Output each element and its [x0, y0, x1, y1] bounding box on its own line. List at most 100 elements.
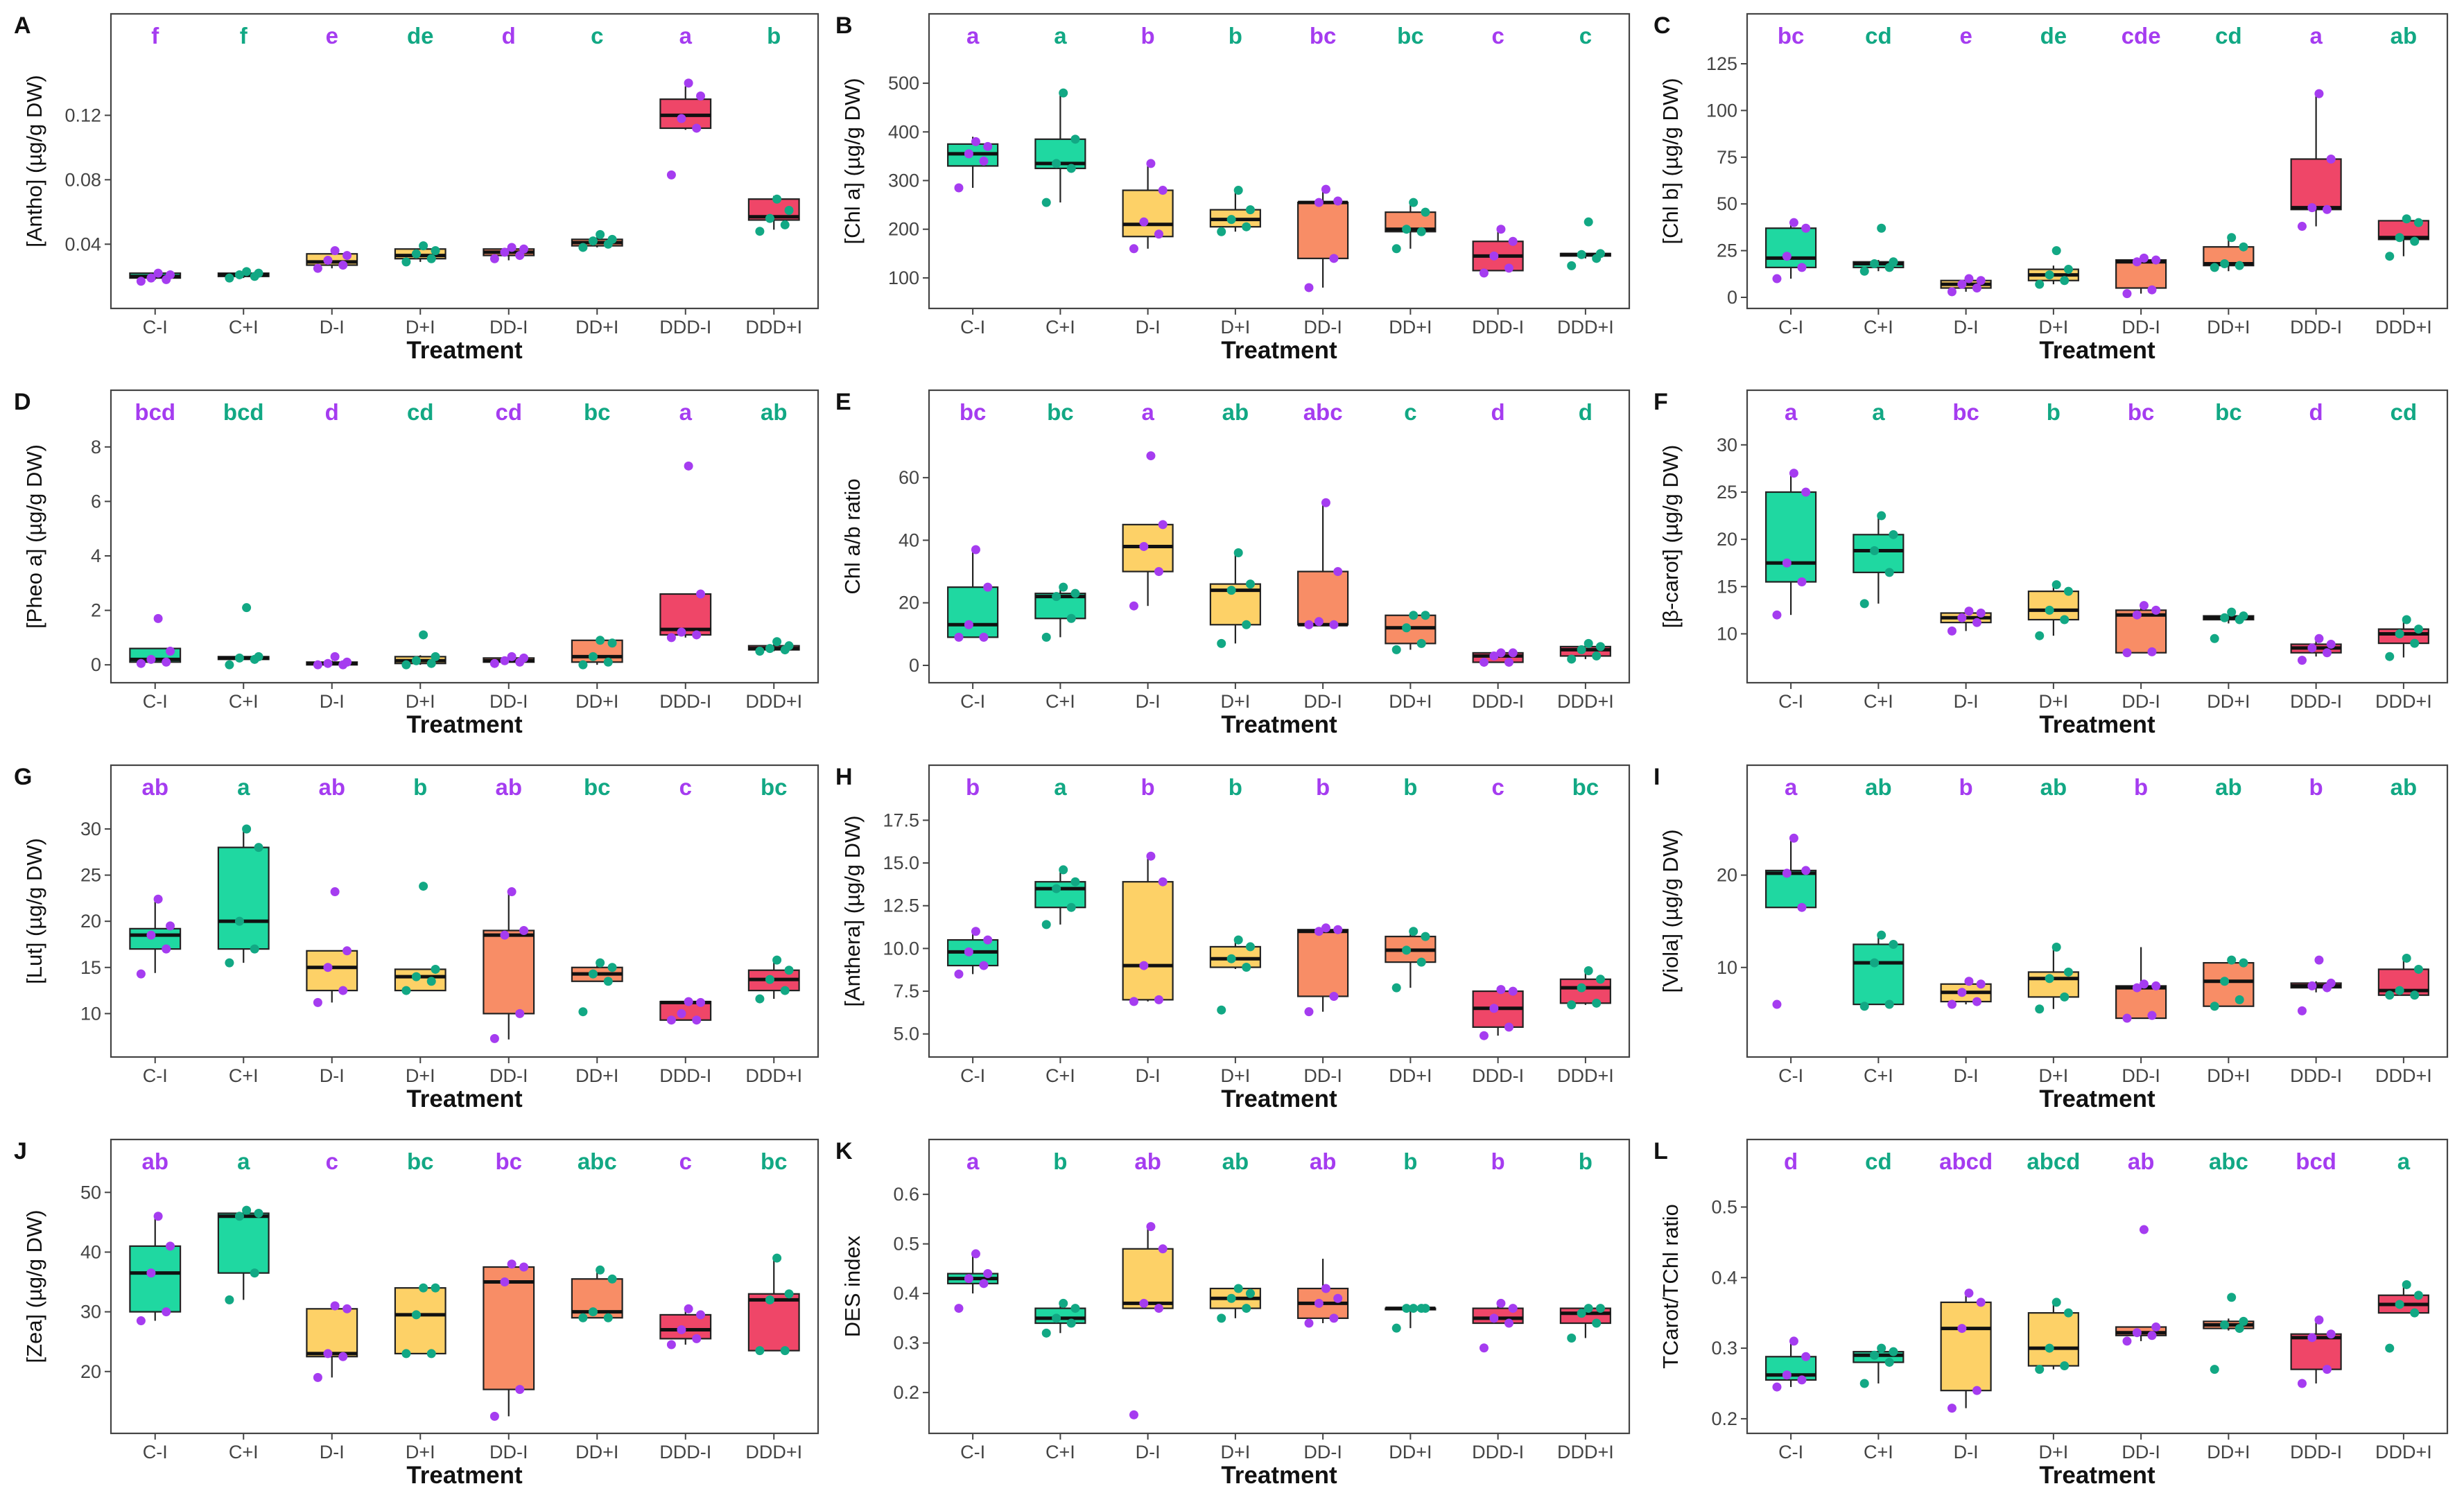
data-point [1567, 1000, 1577, 1010]
data-point [2227, 1293, 2237, 1302]
data-point [1139, 217, 1149, 227]
y-tick-label: 0.4 [1711, 1267, 1737, 1288]
data-point [2297, 222, 2307, 232]
data-point [250, 944, 259, 954]
x-tick-label: C+I [1864, 1065, 1893, 1086]
data-point [755, 647, 765, 656]
data-point [1421, 1304, 1430, 1313]
y-tick-label: 25 [1717, 482, 1737, 503]
data-point [146, 654, 156, 664]
data-point [2035, 1004, 2045, 1014]
data-point [1217, 1313, 1226, 1323]
data-point [330, 887, 340, 897]
significance-letter: bc [761, 1148, 788, 1174]
data-point [166, 270, 175, 279]
y-tick-label: 0.3 [893, 1333, 919, 1354]
significance-letter: abc [2209, 1148, 2248, 1174]
significance-letter: cd [407, 399, 434, 425]
data-point [964, 149, 973, 159]
data-point [1217, 1005, 1226, 1015]
data-point [1242, 620, 1251, 629]
data-point [2326, 154, 2336, 164]
x-tick-label: DD+I [1389, 1442, 1432, 1462]
data-point [1146, 451, 1156, 461]
significance-letter: c [1579, 23, 1592, 49]
data-point [330, 652, 340, 661]
data-point [2395, 233, 2404, 243]
data-point [1041, 920, 1051, 929]
data-point [588, 969, 598, 979]
data-point [684, 1304, 693, 1313]
data-point [489, 1411, 499, 1421]
y-axis-label: [Zea] (µg/g DW) [22, 1209, 46, 1363]
data-point [1797, 1375, 1807, 1385]
y-tick-label: 125 [1706, 53, 1737, 74]
y-axis-label: [Lut] (µg/g DW) [22, 838, 46, 984]
data-point [784, 641, 794, 651]
data-point [411, 249, 421, 259]
data-point [2314, 1315, 2324, 1325]
data-point [1504, 263, 1513, 273]
data-point [1595, 249, 1605, 259]
data-point [1139, 961, 1149, 970]
data-point [2410, 1308, 2420, 1318]
data-point [146, 273, 156, 283]
data-point [971, 545, 980, 554]
data-point [153, 613, 163, 623]
significance-letter: b [1959, 774, 1973, 800]
data-point [2139, 601, 2149, 611]
data-point [2395, 1300, 2404, 1309]
data-point [342, 1304, 352, 1313]
y-tick-label: 0.12 [64, 105, 101, 125]
data-point [2147, 647, 2157, 656]
data-point [677, 627, 686, 637]
x-tick-label: D+I [1220, 1442, 1250, 1462]
data-point [515, 251, 525, 261]
x-tick-label: D+I [2038, 317, 2068, 338]
box-C+I [1853, 516, 1905, 604]
y-tick-label: 20 [80, 1361, 101, 1382]
data-point [1139, 1298, 1149, 1308]
data-point [2235, 261, 2244, 270]
significance-letter: ab [1222, 1148, 1249, 1174]
significance-letter: bc [584, 399, 611, 425]
data-point [1584, 217, 1593, 227]
data-point [765, 975, 774, 984]
y-tick-label: 25 [1717, 241, 1737, 261]
significance-letter: ab [1222, 399, 1249, 425]
data-point [2307, 981, 2317, 990]
data-point [313, 997, 322, 1007]
data-point [426, 254, 436, 263]
box-iqr [2115, 985, 2167, 1020]
box-DD-I [1297, 927, 1349, 1012]
data-point [983, 582, 993, 592]
data-point [254, 268, 263, 278]
y-tick-label: 20 [1717, 865, 1737, 886]
data-point [342, 251, 352, 261]
box-iqr [1765, 869, 1817, 909]
box-DD-I [2115, 947, 2167, 1020]
data-point [1567, 261, 1577, 270]
y-tick-label: 500 [888, 73, 919, 94]
data-point [2045, 1343, 2054, 1353]
x-tick-label: D-I [1136, 317, 1161, 338]
x-axis-label: Treatment [1221, 1085, 1337, 1112]
panel-label: D [14, 389, 31, 415]
data-point [1391, 983, 1401, 993]
data-point [401, 986, 411, 995]
data-point [2151, 255, 2161, 265]
y-tick-label: 0.08 [64, 169, 101, 190]
data-point [772, 637, 782, 647]
significance-letter: b [966, 774, 980, 800]
significance-letter: abcd [1939, 1148, 1993, 1174]
y-axis-label: [Pheo a] (µg/g DW) [22, 444, 46, 629]
data-point [234, 653, 244, 663]
data-point [1314, 927, 1324, 936]
data-point [1877, 511, 1886, 521]
y-tick-label: 30 [80, 819, 101, 839]
data-point [242, 267, 252, 277]
data-point [696, 589, 706, 599]
data-point [146, 930, 156, 940]
y-axis-label: [Chl b] (µg/g DW) [1658, 78, 1683, 244]
data-point [2402, 953, 2411, 963]
